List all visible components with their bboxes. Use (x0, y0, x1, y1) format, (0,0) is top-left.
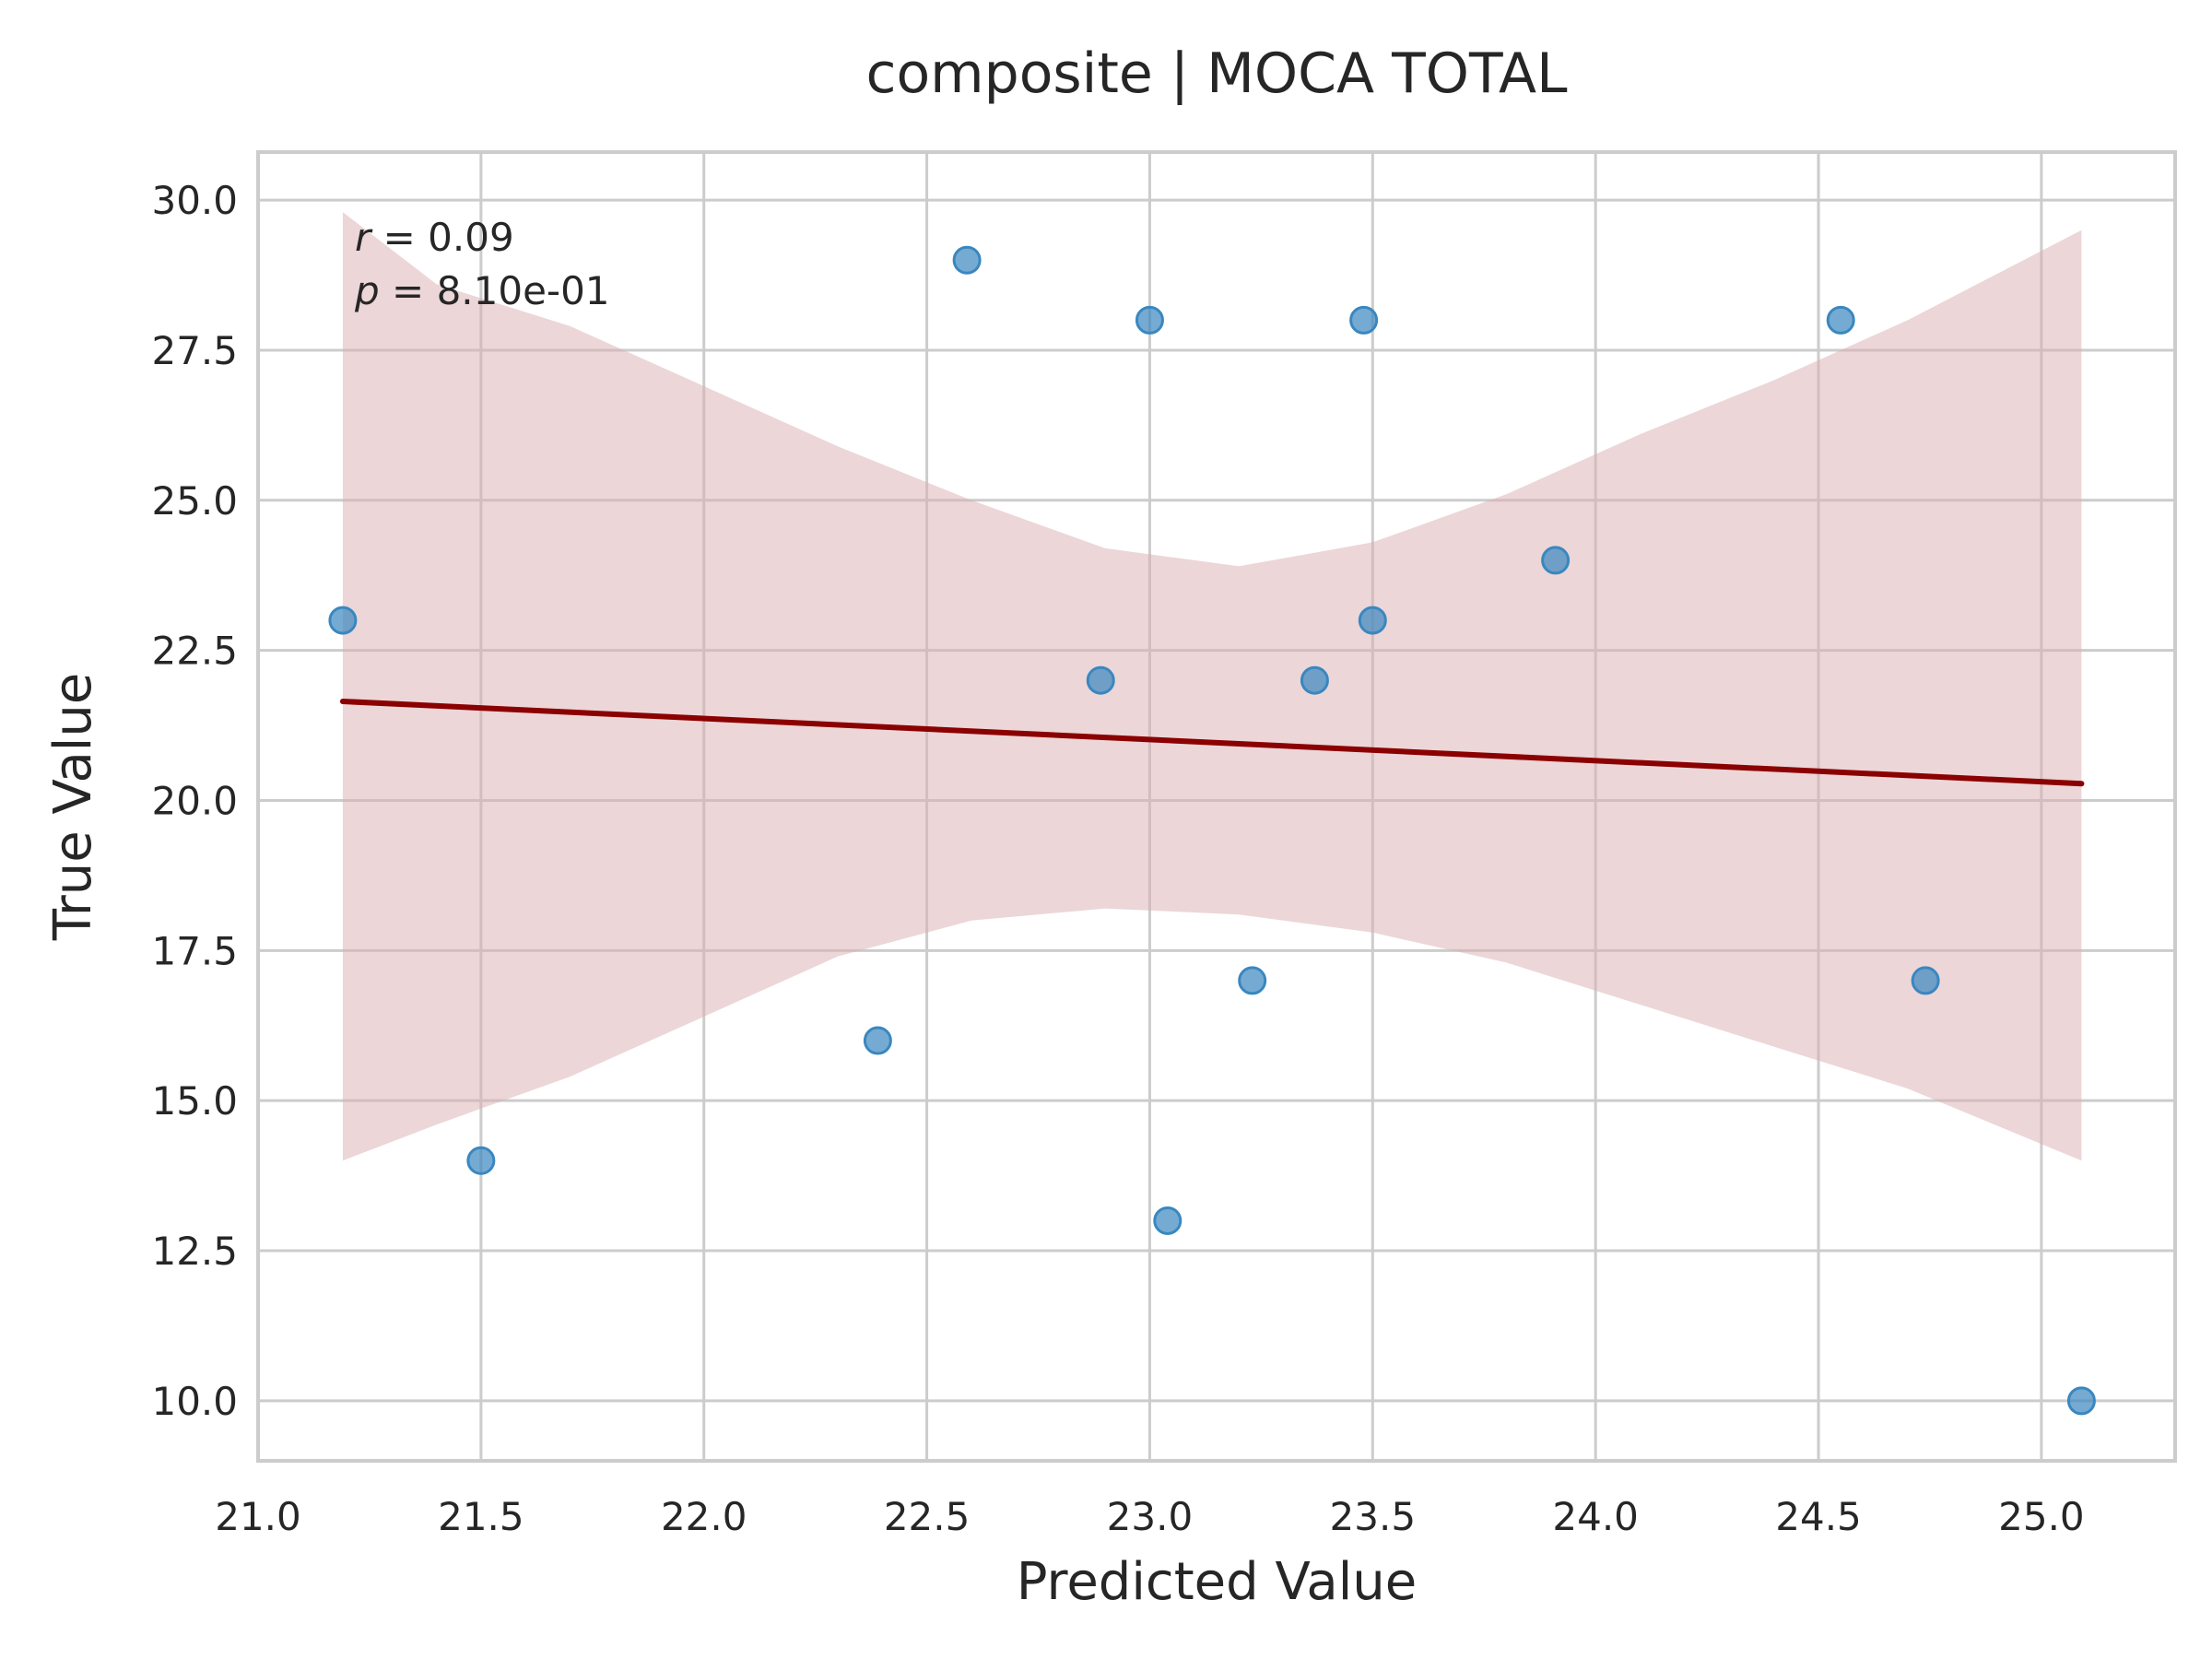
x-tick-label: 23.5 (1330, 1494, 1417, 1539)
y-tick-label: 12.5 (151, 1229, 238, 1274)
y-tick-label: 17.5 (151, 928, 238, 973)
x-tick-label: 21.0 (215, 1494, 301, 1539)
x-tick-label: 24.5 (1775, 1494, 1862, 1539)
scatter-point (2066, 1386, 2096, 1416)
y-tick-labels: 10.0 12.5 15.0 17.5 20.0 22.5 25.0 27.5 30.0 (151, 178, 238, 1424)
chart-title: composite | MOCA TOTAL (865, 41, 1568, 106)
y-tick-label: 15.0 (151, 1078, 238, 1124)
x-tick-labels: 21.0 21.5 22.0 22.5 23.0 23.5 24.0 24.5 25.0 (215, 1494, 2084, 1539)
scatter-point (1153, 1206, 1182, 1235)
confidence-band (342, 212, 2082, 1161)
scatter-point (863, 1026, 892, 1055)
x-tick-label: 22.5 (884, 1494, 971, 1539)
scatter-point (1300, 665, 1329, 695)
y-tick-label: 22.5 (151, 629, 238, 674)
scatter-point (1135, 305, 1164, 335)
scatter-point (328, 606, 358, 635)
x-axis-label: Predicted Value (1017, 1552, 1417, 1612)
scatter-point (952, 245, 982, 275)
scatter-point (1349, 305, 1379, 335)
scatter-point (1238, 966, 1267, 995)
y-tick-label: 25.0 (151, 478, 238, 524)
y-tick-label: 10.0 (151, 1379, 238, 1424)
scatter-point (466, 1146, 496, 1175)
confidence-band-layer (342, 212, 2082, 1161)
y-tick-label: 30.0 (151, 178, 238, 223)
r-annotation: r = 0.09 (355, 215, 514, 260)
x-tick-label: 23.0 (1107, 1494, 1194, 1539)
scatter-point (1358, 606, 1387, 635)
x-tick-label: 25.0 (1998, 1494, 2085, 1539)
x-tick-label: 24.0 (1552, 1494, 1639, 1539)
y-axis-label: True Value (43, 673, 103, 942)
p-annotation: p = 8.10e-01 (354, 268, 610, 313)
plot-frame (256, 150, 2177, 1463)
x-tick-label: 21.5 (438, 1494, 524, 1539)
x-tick-label: 22.0 (661, 1494, 747, 1539)
scatter-point (1826, 305, 1855, 335)
y-tick-label: 20.0 (151, 778, 238, 823)
scatter-point (1541, 546, 1571, 575)
regression-line (339, 699, 2085, 787)
scatter-point (1911, 966, 1940, 995)
scatter-points (328, 245, 2096, 1416)
regression-line-layer (339, 699, 2085, 787)
scatter-point (1086, 665, 1115, 695)
y-tick-label: 27.5 (151, 328, 238, 373)
